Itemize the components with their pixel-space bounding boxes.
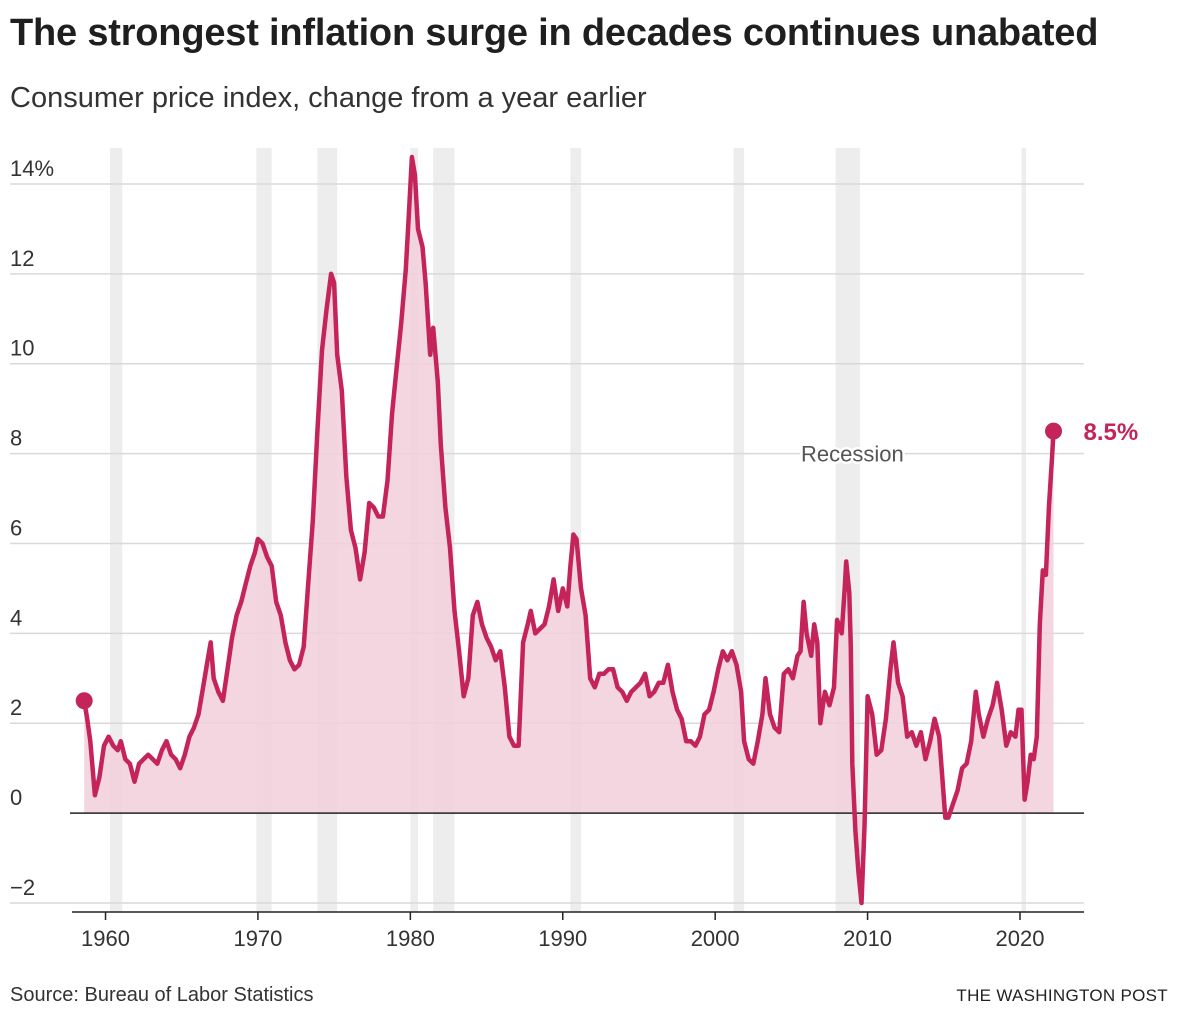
start-point-marker [75, 692, 93, 710]
recession-label: Recession [801, 442, 904, 467]
y-tick-label: 0 [10, 785, 22, 810]
inflation-line [81, 154, 1056, 906]
x-tick-label: 1990 [538, 926, 587, 951]
y-axis-ticks: −2 0 2 4 6 8 10 12 14% [10, 156, 54, 900]
recession-band [1021, 148, 1027, 912]
y-tick-label: 2 [10, 695, 22, 720]
chart-subtitle: Consumer price index, change from a year… [10, 82, 647, 114]
y-tick-label: 6 [10, 515, 22, 540]
y-tick-label: −2 [10, 875, 35, 900]
y-tick-label: 14% [10, 156, 54, 181]
inflation-area [84, 157, 1054, 903]
chart-title: The strongest inflation surge in decades… [10, 12, 1099, 54]
x-axis-ticks: 1960 1970 1980 1990 2000 2010 2020 [81, 912, 1044, 951]
x-tick-label: 1970 [233, 926, 282, 951]
x-tick-label: 2010 [843, 926, 892, 951]
recession-band [110, 148, 123, 912]
x-tick-label: 2000 [691, 926, 740, 951]
publisher-credit: THE WASHINGTON POST [956, 986, 1168, 1005]
y-tick-label: 8 [10, 426, 22, 451]
latest-value-label: 8.5% [1084, 419, 1139, 446]
y-tick-label: 4 [10, 605, 22, 630]
gridlines [10, 183, 1084, 904]
x-tick-label: 1980 [386, 926, 435, 951]
recession-band [733, 148, 745, 912]
recession-band [570, 148, 582, 912]
endpoint-markers [75, 422, 1063, 710]
x-tick-label: 1960 [81, 926, 130, 951]
latest-point-marker [1045, 422, 1063, 440]
y-tick-label: 12 [10, 246, 34, 271]
x-tick-label: 2020 [996, 926, 1045, 951]
y-tick-label: 10 [10, 336, 34, 361]
source-note: Source: Bureau of Labor Statistics [10, 984, 314, 1006]
